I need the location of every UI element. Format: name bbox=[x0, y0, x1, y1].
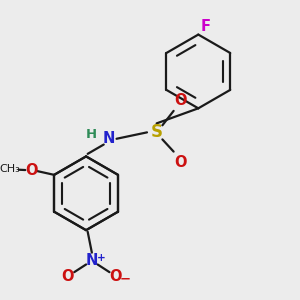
Text: F: F bbox=[200, 19, 210, 34]
Text: N: N bbox=[86, 253, 98, 268]
Text: O: O bbox=[25, 163, 37, 178]
Text: S: S bbox=[151, 123, 163, 141]
Text: O: O bbox=[110, 268, 122, 284]
Text: +: + bbox=[97, 253, 105, 263]
Text: O: O bbox=[174, 93, 186, 108]
Text: O: O bbox=[61, 268, 74, 284]
Text: H: H bbox=[85, 128, 97, 141]
Text: O: O bbox=[174, 155, 186, 170]
Text: CH₃: CH₃ bbox=[0, 164, 21, 174]
Text: −: − bbox=[119, 273, 130, 286]
Text: N: N bbox=[102, 131, 115, 146]
